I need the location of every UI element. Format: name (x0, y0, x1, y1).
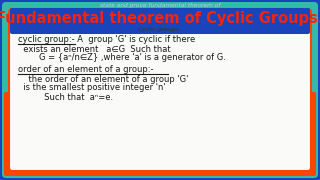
Text: G = {aⁿ/n∈Z} ,where 'a' is a generator of G.: G = {aⁿ/n∈Z} ,where 'a' is a generator o… (18, 53, 226, 62)
Text: Fundamental theorem of Cyclic Groups.: Fundamental theorem of Cyclic Groups. (0, 10, 320, 26)
FancyBboxPatch shape (4, 92, 316, 176)
Text: the order of an element of a group 'G': the order of an element of a group 'G' (18, 75, 188, 84)
Text: cyclic groups.: cyclic groups. (139, 28, 181, 33)
Text: order of an element of a group:-: order of an element of a group:- (18, 66, 154, 75)
Text: cyclic group:- A  group 'G' is cyclic if there: cyclic group:- A group 'G' is cyclic if … (18, 35, 195, 44)
FancyBboxPatch shape (10, 8, 310, 34)
Text: Such that  aⁿ=e.: Such that aⁿ=e. (18, 93, 113, 102)
Text: is the smallest positive integer 'n': is the smallest positive integer 'n' (18, 84, 166, 93)
Text: exists an element   a∈G  Such that: exists an element a∈G Such that (18, 44, 171, 53)
FancyBboxPatch shape (9, 9, 311, 171)
FancyBboxPatch shape (2, 2, 318, 178)
Text: state and prove fundamental theorem of: state and prove fundamental theorem of (100, 3, 220, 8)
